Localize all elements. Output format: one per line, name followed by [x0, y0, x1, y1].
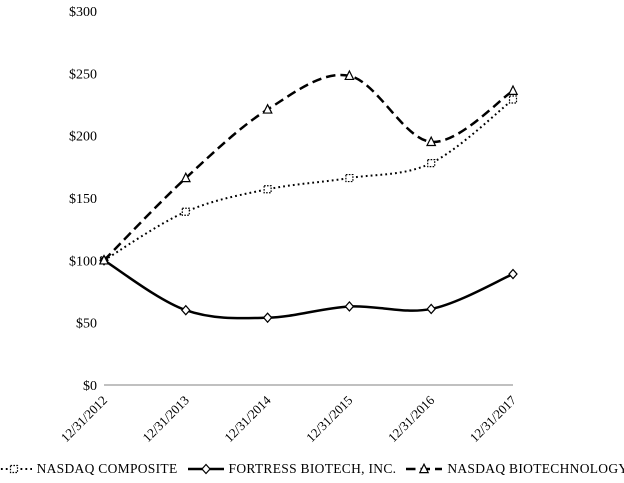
square-marker — [181, 207, 190, 216]
x-axis-tick-label: 12/31/2015 — [303, 393, 355, 445]
series-fortress-biotech-inc — [99, 254, 518, 324]
y-axis-tick-label: $100 — [69, 254, 97, 269]
diamond-marker — [200, 463, 211, 475]
x-axis-tick-label: 12/31/2017 — [467, 392, 520, 445]
triangle-marker — [419, 463, 430, 474]
diamond-marker — [426, 303, 437, 315]
legend-item-nasdaq-biotechnology: NASDAQ BIOTECHNOLOGY — [406, 461, 624, 477]
y-axis-tick-label: $50 — [76, 317, 97, 332]
y-axis-tick-label: $150 — [69, 192, 97, 207]
x-axis-tick-label: 12/31/2014 — [221, 392, 274, 445]
legend-marker-diamond — [187, 463, 224, 475]
diamond-marker — [508, 268, 518, 280]
diamond-marker — [180, 304, 191, 316]
series-line-fortress-biotech-inc — [103, 259, 514, 320]
legend-label: NASDAQ COMPOSITE — [36, 461, 178, 476]
y-axis-tick-label: $300 — [69, 5, 97, 20]
series-nasdaq-biotechnology — [98, 69, 519, 265]
series-line-nasdaq-composite — [103, 98, 514, 262]
y-axis-tick-label: $200 — [69, 130, 97, 145]
diamond-marker — [344, 301, 355, 312]
square-marker — [508, 95, 518, 104]
legend-marker-triangle — [406, 463, 443, 474]
triangle-marker — [262, 103, 273, 114]
legend-item-fortress-biotech-inc: FORTRESS BIOTECH, INC. — [187, 461, 397, 477]
legend-item-nasdaq-composite: NASDAQ COMPOSITE — [0, 461, 178, 477]
square-marker — [263, 185, 272, 194]
legend-label: FORTRESS BIOTECH, INC. — [228, 461, 397, 476]
x-axis-tick-label: 12/31/2016 — [385, 392, 438, 445]
legend-label: NASDAQ BIOTECHNOLOGY — [447, 461, 624, 476]
y-axis-tick-label: $0 — [83, 379, 97, 394]
square-marker — [427, 158, 436, 168]
triangle-marker — [98, 254, 110, 265]
square-marker — [9, 464, 18, 474]
square-marker — [345, 173, 354, 183]
legend-marker-square — [0, 464, 32, 474]
x-axis-tick-label: 12/31/2013 — [139, 393, 191, 445]
y-axis-tick-label: $250 — [69, 67, 97, 82]
triangle-marker — [507, 84, 519, 95]
triangle-marker — [426, 135, 437, 147]
series-line-nasdaq-biotechnology — [103, 73, 514, 262]
chart-legend: NASDAQ COMPOSITE FORTRESS BIOTECH, INC. NA… — [0, 459, 624, 479]
triangle-marker — [180, 171, 191, 183]
x-axis-tick-label: 12/31/2012 — [58, 393, 110, 445]
triangle-marker — [344, 69, 355, 81]
series-nasdaq-composite — [99, 95, 518, 265]
diamond-marker — [262, 312, 273, 324]
